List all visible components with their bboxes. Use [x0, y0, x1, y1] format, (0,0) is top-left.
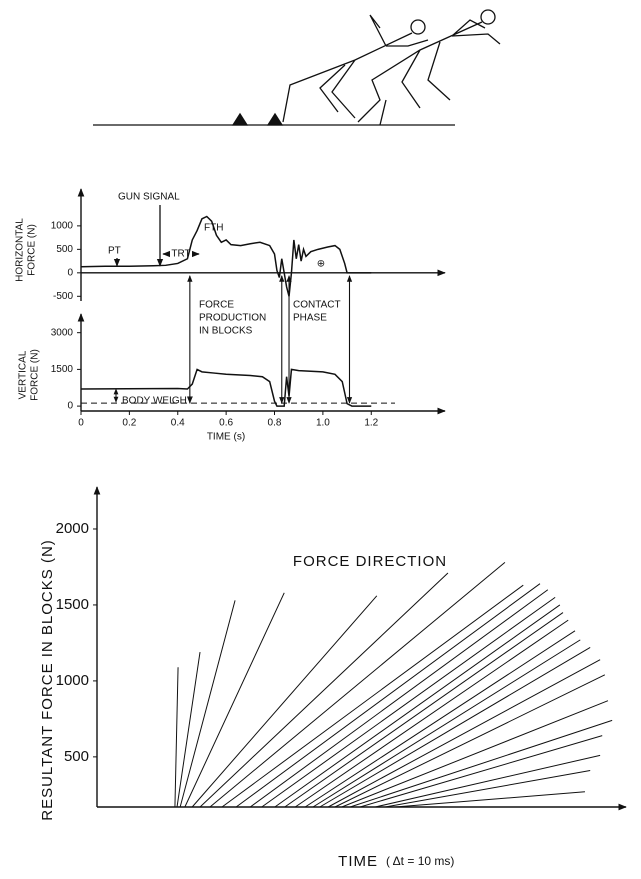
y-axis-label: FORCE (N): [27, 224, 38, 276]
force-vector: [319, 647, 591, 808]
force-vector: [294, 619, 569, 808]
y-tick-label: 2000: [56, 520, 89, 537]
y-axis-label: VERTICAL: [18, 350, 29, 399]
y-tick-label: 1500: [56, 596, 89, 613]
y-axis-label: RESULTANT FORCE IN BLOCKS (N): [39, 539, 56, 821]
force-vector: [395, 791, 585, 808]
force-vector: [274, 604, 561, 808]
force-vector: [191, 595, 378, 808]
x-tick-label: 0.2: [122, 418, 136, 429]
annotation: FORCE: [199, 300, 234, 311]
force-vector: [209, 562, 506, 808]
force-vector: [375, 754, 601, 808]
force-vector: [184, 592, 285, 808]
y-tick-label: 500: [56, 244, 73, 255]
force-vector: [221, 584, 524, 808]
annotation: ⊕: [317, 259, 325, 270]
x-axis-note: ( Δt = 10 ms): [386, 854, 454, 868]
force-vector: [327, 659, 601, 808]
annotation: GUN SIGNAL: [118, 192, 180, 203]
chart-title: FORCE DIRECTION: [293, 553, 447, 570]
y-tick-label: 1500: [51, 364, 74, 375]
x-axis-label: TIME (s): [207, 432, 245, 443]
y-axis-label: HORIZONTAL: [15, 218, 26, 282]
force-curve: [80, 368, 372, 407]
force-vector: [304, 630, 576, 808]
x-tick-label: 0.8: [268, 418, 282, 429]
force-vector: [349, 719, 613, 808]
x-tick-label: 1.2: [364, 418, 378, 429]
force-curve: [80, 215, 372, 297]
y-tick-label: 3000: [51, 327, 74, 338]
force-vector: [284, 612, 564, 808]
force-vector: [385, 770, 591, 808]
y-tick-label: 500: [64, 748, 89, 765]
x-axis-label: TIME: [338, 853, 378, 870]
x-tick-label: 1.0: [316, 418, 330, 429]
y-axis-label: FORCE (N): [30, 349, 41, 401]
force-vector: [312, 639, 581, 808]
annotation: PHASE: [293, 313, 327, 324]
force-vector: [174, 667, 179, 808]
sprinter-illustration: [93, 9, 501, 126]
force-vector: [199, 572, 449, 808]
y-tick-label: -500: [53, 291, 73, 302]
force-vector: [334, 674, 606, 808]
force-vector: [176, 651, 201, 808]
annotation: PT: [108, 246, 121, 257]
annotation: IN BLOCKS: [199, 326, 253, 337]
annotation: PRODUCTION: [199, 313, 266, 324]
x-tick-label: 0.4: [171, 418, 185, 429]
force-vector: [179, 600, 236, 808]
y-tick-label: 1000: [56, 672, 89, 689]
y-tick-label: 1000: [51, 221, 74, 232]
force-vector: [249, 589, 549, 808]
annotation: TRT: [171, 249, 190, 260]
y-tick-label: 0: [67, 401, 73, 412]
annotation: CONTACT: [293, 300, 341, 311]
x-tick-label: 0.6: [219, 418, 233, 429]
x-tick-label: 0: [78, 418, 84, 429]
force-vector: [359, 735, 603, 808]
force-vector: [261, 596, 556, 808]
y-tick-label: 0: [67, 267, 73, 278]
force-vector: [235, 583, 541, 808]
annotation: BODY WEIGHT: [122, 396, 193, 407]
force-vector: [341, 700, 609, 808]
